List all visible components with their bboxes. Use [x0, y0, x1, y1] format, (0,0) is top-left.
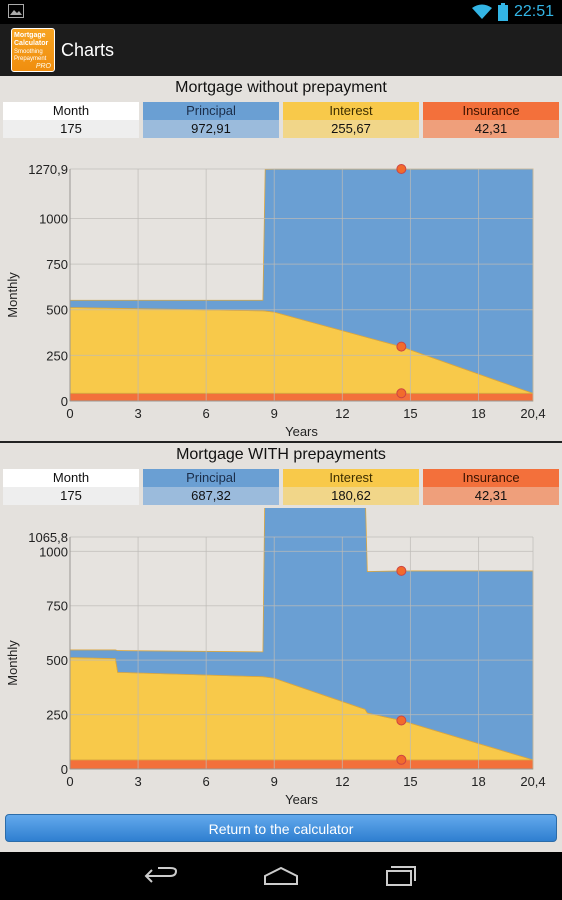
- home-button[interactable]: [261, 861, 301, 891]
- legend-interest-value: 255,67: [283, 120, 419, 138]
- section-title: Mortgage without prepayment: [175, 79, 387, 96]
- legend-principal-value: 972,91: [143, 120, 279, 138]
- series-area-insurance: [69, 392, 534, 402]
- legend-interest-label: Interest: [283, 102, 419, 120]
- back-icon: [144, 867, 178, 883]
- x-tick-label: 3: [134, 406, 141, 421]
- legend-interest: Interest 255,67: [283, 102, 419, 138]
- legend-insurance-value: 42,31: [423, 487, 559, 505]
- legend-insurance-label: Insurance: [423, 469, 559, 487]
- data-point-marker: [396, 388, 407, 399]
- data-point-marker: [396, 341, 407, 352]
- legend-principal: Principal 972,91: [143, 102, 279, 138]
- legend-with-prepayments: Month 175 Principal 687,32 Interest 180,…: [3, 469, 559, 505]
- app-icon-text: Smoothing: [14, 49, 43, 55]
- x-tick-label: 12: [335, 774, 349, 789]
- x-tick-label: 20,4: [520, 406, 545, 421]
- x-tick-label: 0: [66, 406, 73, 421]
- app-icon-text: Mortgage: [14, 32, 46, 39]
- data-point-marker: [396, 565, 407, 576]
- y-tick-label: 0: [61, 762, 68, 777]
- app-icon[interactable]: Mortgage Calculator Smoothing Prepayment…: [11, 28, 55, 72]
- x-tick-label: 15: [403, 406, 417, 421]
- status-clock: 22:51: [513, 3, 554, 20]
- x-tick-label: 20,4: [520, 774, 545, 789]
- chart-with-prepayments[interactable]: 0 3 6 9 12 15 18 20,4 0 250 500 750 1000 1065,8 Years M…: [0, 462, 562, 808]
- legend-interest-label: Interest: [283, 469, 419, 487]
- legend-without-prepayment: Month 175 Principal 972,91 Interest 255,…: [3, 102, 559, 138]
- legend-month: Month 175: [3, 102, 139, 138]
- app-icon-text: Prepayment: [14, 56, 47, 62]
- legend-month-label: Month: [3, 469, 139, 487]
- screen-title: Charts: [61, 39, 115, 60]
- y-axis-title: Monthly: [5, 640, 20, 686]
- y-tick-label: 500: [46, 653, 68, 668]
- chart-without-prepayment[interactable]: 0 3 6 9 12 15 18 20,4 0 250 500 750 1000 1270,9 Years M…: [0, 140, 562, 440]
- section-title: Mortgage WITH prepayments: [176, 446, 386, 463]
- data-point-marker: [396, 754, 407, 765]
- series-area-insurance: [69, 759, 534, 770]
- x-tick-label: 6: [203, 406, 210, 421]
- section-with-prepayments: Mortgage WITH prepayments: [0, 443, 562, 467]
- legend-insurance-value: 42,31: [423, 120, 559, 138]
- x-axis-title: Years: [285, 792, 318, 807]
- y-tick-label: 0: [61, 394, 68, 409]
- legend-interest: Interest 180,62: [283, 469, 419, 505]
- legend-insurance-label: Insurance: [423, 102, 559, 120]
- legend-month-label: Month: [3, 102, 139, 120]
- y-tick-label: 1065,8: [28, 530, 68, 545]
- y-tick-label: 750: [46, 257, 68, 272]
- x-tick-label: 9: [271, 774, 278, 789]
- recent-apps-icon: [386, 866, 416, 886]
- section-divider: [0, 441, 562, 443]
- battery-icon: [497, 3, 508, 21]
- home-icon: [264, 866, 298, 885]
- legend-principal-label: Principal: [143, 469, 279, 487]
- navigation-bar: [0, 852, 562, 900]
- y-tick-label: 250: [46, 708, 68, 723]
- y-axis-title: Monthly: [5, 272, 20, 318]
- gallery-notification-icon: [8, 4, 24, 18]
- app-icon-text: Calculator: [14, 40, 49, 47]
- area-chart[interactable]: 0 3 6 9 12 15 18 20,4 0 250 500 750 1000 1270,9 Years M…: [0, 140, 562, 440]
- y-tick-label: 250: [46, 348, 68, 363]
- section-without-prepayment: Mortgage without prepayment: [0, 76, 562, 100]
- legend-principal-value: 687,32: [143, 487, 279, 505]
- y-tick-label: 750: [46, 599, 68, 614]
- action-bar: Mortgage Calculator Smoothing Prepayment…: [0, 24, 562, 76]
- y-tick-label: 1270,9: [28, 162, 68, 177]
- x-tick-label: 15: [403, 774, 417, 789]
- recent-apps-button[interactable]: [381, 861, 421, 891]
- x-tick-label: 6: [203, 774, 210, 789]
- x-tick-label: 9: [271, 406, 278, 421]
- return-to-calculator-button[interactable]: Return to the calculator: [5, 814, 557, 842]
- legend-month-value: 175: [3, 120, 139, 138]
- app-icon-text: PRO: [35, 63, 51, 70]
- x-tick-label: 0: [66, 774, 73, 789]
- legend-principal-label: Principal: [143, 102, 279, 120]
- y-tick-label: 500: [46, 303, 68, 318]
- legend-insurance: Insurance 42,31: [423, 469, 559, 505]
- legend-principal: Principal 687,32: [143, 469, 279, 505]
- x-tick-label: 12: [335, 406, 349, 421]
- legend-interest-value: 180,62: [283, 487, 419, 505]
- x-tick-label: 3: [134, 774, 141, 789]
- legend-month-value: 175: [3, 487, 139, 505]
- y-tick-label: 1000: [39, 211, 68, 226]
- x-tick-label: 18: [471, 774, 485, 789]
- data-point-marker: [396, 164, 407, 174]
- y-tick-label: 1000: [39, 544, 68, 559]
- status-bar: 22:51: [0, 0, 562, 24]
- x-tick-label: 18: [471, 406, 485, 421]
- data-point-marker: [396, 715, 407, 726]
- legend-insurance: Insurance 42,31: [423, 102, 559, 138]
- legend-month: Month 175: [3, 469, 139, 505]
- wifi-icon: [471, 4, 492, 19]
- back-button[interactable]: [141, 861, 181, 891]
- x-axis-title: Years: [285, 424, 318, 439]
